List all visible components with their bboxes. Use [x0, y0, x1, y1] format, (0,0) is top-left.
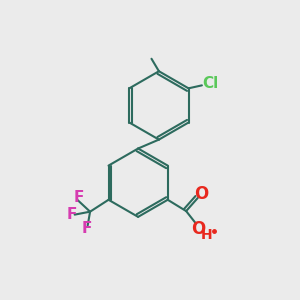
Text: O: O	[191, 220, 205, 238]
Text: F: F	[67, 207, 77, 222]
Text: F: F	[74, 190, 84, 205]
Text: Cl: Cl	[203, 76, 219, 92]
Text: F: F	[82, 221, 92, 236]
Text: H: H	[201, 228, 213, 242]
Text: O: O	[194, 185, 209, 203]
